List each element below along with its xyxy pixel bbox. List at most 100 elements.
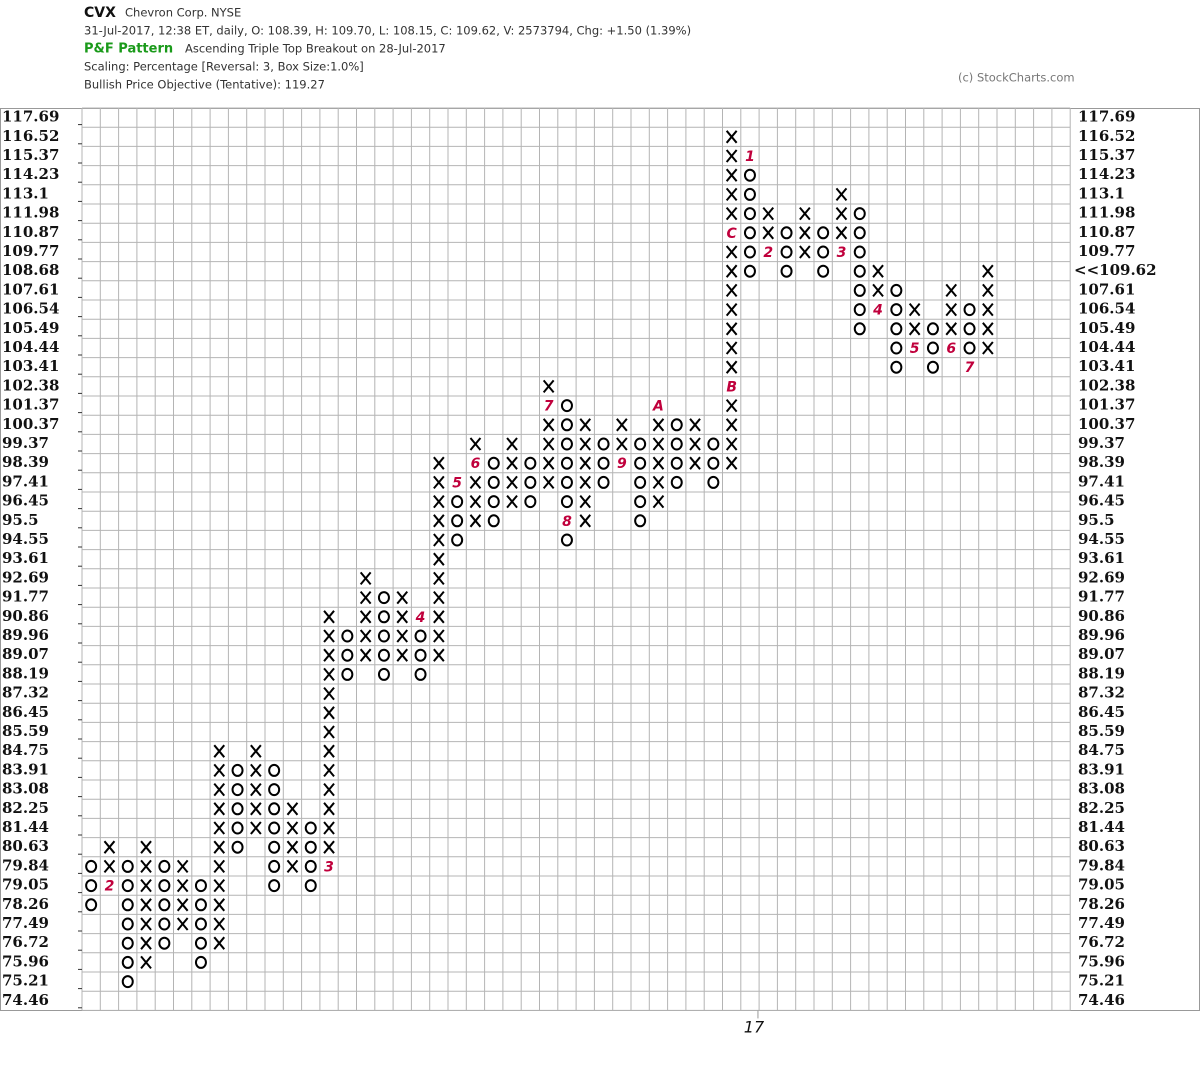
x-box	[176, 878, 189, 893]
y-tick-label-right: 87.32	[1078, 684, 1125, 702]
x-box	[945, 302, 958, 317]
x-stroke	[506, 475, 518, 490]
y-tick-label-right: 116.52	[1078, 127, 1135, 145]
o-box	[817, 264, 830, 278]
y-tick-label: 103.41	[2, 357, 59, 375]
x-box	[542, 379, 555, 394]
y-tick-label: 88.19	[2, 664, 49, 682]
month-label: 8	[562, 514, 572, 530]
o-box	[487, 495, 500, 509]
x-box	[323, 706, 335, 720]
x-box	[250, 821, 262, 835]
x-box	[835, 206, 848, 221]
x-box	[579, 456, 592, 470]
y-tick-label-right: 97.41	[1078, 472, 1125, 490]
o-box	[560, 456, 573, 470]
y-tick-label-right: 80.63	[1078, 837, 1125, 855]
x-stroke	[286, 840, 299, 854]
x-stroke	[323, 763, 335, 778]
scaling: Scaling: Percentage [Reversal: 3, Box Si…	[84, 60, 364, 74]
x-box	[945, 322, 958, 336]
x-box	[469, 475, 482, 490]
o-box	[304, 840, 317, 854]
year-label: 17	[744, 1018, 765, 1037]
x-stroke	[872, 264, 884, 278]
x-box	[213, 898, 226, 912]
x-box	[982, 322, 994, 336]
x-box	[725, 187, 738, 202]
month-label: 2	[763, 245, 773, 261]
x-box	[140, 898, 152, 912]
o-box	[743, 187, 756, 201]
x-stroke	[323, 840, 335, 854]
y-tick-label: 114.23	[2, 165, 59, 183]
y-tick-label: 117.69	[2, 108, 59, 126]
x-box	[469, 514, 482, 528]
o-box	[634, 514, 647, 528]
x-box	[323, 629, 335, 643]
x-box	[433, 514, 445, 528]
x-stroke	[945, 322, 958, 336]
pattern-label: P&F Pattern	[84, 42, 173, 57]
x-stroke	[982, 341, 994, 355]
o-box	[231, 783, 244, 797]
y-tick-label-right: 89.96	[1078, 626, 1125, 644]
x-stroke	[323, 648, 335, 662]
x-stroke	[469, 514, 482, 528]
x-stroke	[725, 149, 738, 163]
x-stroke	[762, 226, 775, 240]
y-tick-label-right: 90.86	[1078, 607, 1125, 625]
price-info: 31-Jul-2017, 12:38 ET, daily, O: 108.39,…	[84, 24, 691, 38]
o-box	[268, 802, 281, 816]
o-box	[268, 821, 281, 835]
x-box	[359, 648, 372, 662]
x-box	[616, 437, 628, 451]
x-stroke	[396, 590, 409, 605]
x-box	[725, 283, 738, 298]
o-box	[377, 648, 390, 662]
y-tick-label: 81.44	[2, 818, 49, 836]
o-box	[560, 495, 573, 509]
x-box	[872, 264, 884, 278]
o-box	[707, 437, 720, 451]
o-box	[377, 629, 390, 643]
y-tick-label: 101.37	[2, 396, 59, 414]
o-box	[597, 437, 610, 451]
o-box	[634, 475, 647, 489]
o-box	[231, 763, 244, 777]
o-box	[743, 168, 756, 182]
o-box	[451, 495, 464, 509]
x-stroke	[725, 437, 738, 451]
x-stroke	[616, 437, 628, 451]
y-tick-label: 75.96	[2, 952, 49, 970]
x-stroke	[250, 744, 262, 758]
month-label: 9	[617, 456, 627, 472]
y-tick-label-right: 85.59	[1078, 722, 1125, 740]
y-tick-label-right: 74.46	[1078, 991, 1125, 1009]
x-box	[213, 936, 226, 950]
x-stroke	[725, 264, 738, 278]
x-box	[433, 629, 445, 643]
o-box	[451, 533, 464, 547]
y-tick-label-right: 105.49	[1078, 319, 1135, 337]
y-tick-label: 97.41	[2, 472, 49, 490]
o-box	[85, 859, 98, 873]
x-box	[982, 264, 994, 278]
y-tick-label-right: 95.5	[1078, 511, 1115, 529]
x-stroke	[542, 418, 555, 432]
symbol: CVX	[84, 5, 116, 21]
x-box	[762, 206, 775, 221]
y-tick-label-right: 89.07	[1078, 645, 1125, 663]
x-stroke	[140, 917, 152, 931]
x-stroke	[323, 610, 335, 624]
y-tick-label: 90.86	[2, 607, 49, 625]
x-box	[433, 552, 445, 566]
o-box	[414, 629, 427, 643]
y-tick-label-right: 75.21	[1078, 972, 1125, 990]
o-box	[853, 226, 866, 240]
x-stroke	[323, 782, 335, 797]
o-box	[231, 821, 244, 835]
y-tick-label: 75.21	[2, 972, 49, 990]
y-tick-label-right: 75.96	[1078, 952, 1125, 970]
